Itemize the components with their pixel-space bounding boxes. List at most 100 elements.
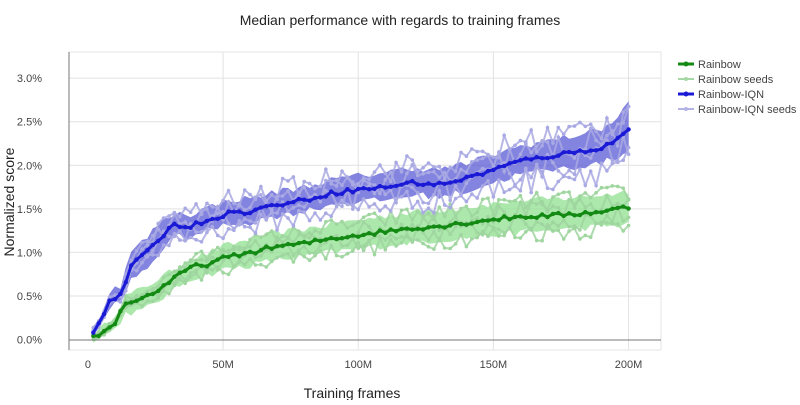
rainbow-iqn-seeds-point [167, 243, 171, 248]
rainbow-point [269, 246, 274, 251]
rainbow-iqn-seeds-point [410, 206, 415, 210]
rainbow-iqn-seeds-point [226, 188, 231, 193]
rainbow-seeds-point [161, 275, 166, 280]
rainbow-point [274, 244, 280, 249]
rainbow-iqn-seeds-point [334, 202, 339, 207]
rainbow-iqn-seeds-point [464, 181, 469, 185]
rainbow-iqn-seeds-point [507, 187, 512, 192]
rainbow-seeds-point [415, 238, 420, 242]
rainbow-iqn-seeds-point [178, 229, 182, 233]
rainbow-point [431, 224, 437, 229]
rainbow-iqn-seeds-point [459, 167, 463, 172]
rainbow-iqn-point [475, 171, 480, 177]
rainbow-seeds-point [183, 261, 187, 265]
rainbow-iqn-seeds-point [432, 170, 436, 174]
rainbow-iqn-seeds-point [599, 142, 604, 147]
legend-item-rainbow-iqn[interactable]: Rainbow-IQN [678, 89, 764, 101]
rainbow-iqn-seeds-point [264, 199, 269, 203]
x-tick-label: 150M [480, 359, 508, 371]
rainbow-seeds-point [129, 297, 133, 301]
rainbow-point [285, 241, 291, 247]
rainbow-iqn-seeds-point [383, 177, 388, 182]
rainbow-iqn-point [172, 221, 177, 226]
rainbow-seeds-point [383, 238, 388, 242]
rainbow-seeds-point [302, 254, 307, 259]
rainbow-seeds-point [405, 207, 409, 212]
rainbow-iqn-seeds-point [194, 202, 198, 206]
rainbow-iqn-point [561, 150, 566, 155]
rainbow-seeds-point [534, 238, 539, 243]
rainbow-iqn-seeds-point [291, 224, 296, 228]
rainbow-iqn-point [512, 159, 518, 165]
rainbow-iqn-seeds-point [475, 158, 480, 162]
rainbow-iqn-seeds-point [313, 186, 317, 191]
rainbow-seeds-point [367, 224, 371, 229]
rainbow-iqn-seeds-point [124, 289, 128, 293]
rainbow-seeds-point [329, 218, 334, 222]
rainbow-iqn-seeds-point [372, 183, 377, 187]
rainbow-iqn-seeds-point [351, 183, 355, 187]
rainbow-iqn-seeds-point [286, 179, 290, 183]
rainbow-point [291, 242, 296, 248]
rainbow-iqn-seeds-point [215, 211, 220, 216]
rainbow-seeds-point [626, 198, 631, 202]
rainbow-iqn-seeds-point [215, 206, 220, 210]
rainbow-seeds-point [524, 222, 528, 226]
rainbow-iqn-point [566, 149, 572, 155]
rainbow-iqn-seeds-point [432, 211, 436, 215]
rainbow-seeds-point [237, 260, 242, 264]
rainbow-seeds-point [578, 194, 582, 198]
rainbow-seeds-point [313, 253, 317, 258]
rainbow-seeds-point [540, 222, 544, 227]
rainbow-iqn-point [593, 148, 599, 153]
rainbow-point [626, 206, 631, 211]
rainbow-seeds-point [594, 191, 598, 195]
rainbow-seeds-point [453, 214, 458, 218]
rainbow-iqn-seeds-point [242, 217, 247, 221]
rainbow-iqn-seeds-point [388, 188, 393, 193]
rainbow-point [345, 235, 350, 240]
rainbow-seeds-point [280, 240, 285, 245]
rainbow-point [599, 210, 604, 215]
rainbow-point [134, 298, 139, 303]
x-tick-label: 0 [85, 359, 91, 371]
rainbow-iqn-seeds-point [329, 214, 334, 218]
rainbow-seeds-point [318, 231, 323, 235]
rainbow-iqn-point [237, 209, 242, 214]
rainbow-iqn-seeds-point [378, 191, 382, 196]
rainbow-seeds-point [383, 223, 388, 227]
rainbow-iqn-point [220, 214, 226, 220]
rainbow-point [393, 229, 399, 234]
rainbow-iqn-seeds-point [356, 207, 361, 212]
rainbow-point [312, 237, 318, 242]
rainbow-iqn-seeds-point [453, 169, 458, 174]
rainbow-point [215, 257, 220, 262]
rainbow-point [150, 291, 155, 297]
rainbow-iqn-point [161, 234, 166, 239]
rainbow-point [329, 235, 334, 241]
rainbow-seeds-point [378, 217, 382, 221]
rainbow-iqn-seeds-point [578, 167, 582, 172]
rainbow-iqn-seeds-point [264, 216, 269, 221]
rainbow-point [237, 254, 242, 259]
legend-item-rainbow[interactable]: Rainbow [678, 59, 741, 71]
rainbow-iqn-seeds-point [572, 156, 577, 160]
legend-item-rainbow-iqn-seeds[interactable]: Rainbow-IQN seeds [678, 104, 797, 116]
rainbow-seeds-point [507, 199, 512, 204]
rainbow-iqn-seeds-point [545, 186, 550, 190]
rainbow-iqn-seeds-point [361, 197, 366, 201]
rainbow-iqn-seeds-point [145, 243, 150, 247]
rainbow-iqn-seeds-point [605, 116, 609, 120]
rainbow-seeds-point [297, 229, 301, 233]
rainbow-iqn-seeds-point [437, 164, 442, 169]
rainbow-iqn-seeds-point [410, 158, 415, 162]
rainbow-iqn-point [383, 185, 388, 190]
y-tick-label: 0.0% [17, 335, 42, 347]
legend-item-rainbow-seeds[interactable]: Rainbow seeds [678, 74, 774, 86]
rainbow-iqn-seeds-point [226, 221, 231, 226]
rainbow-seeds-point [480, 197, 485, 202]
rainbow-seeds-point [621, 219, 625, 223]
rainbow-seeds-point [221, 250, 225, 255]
rainbow-seeds-point [464, 244, 469, 249]
rainbow-seeds-point [297, 232, 301, 237]
